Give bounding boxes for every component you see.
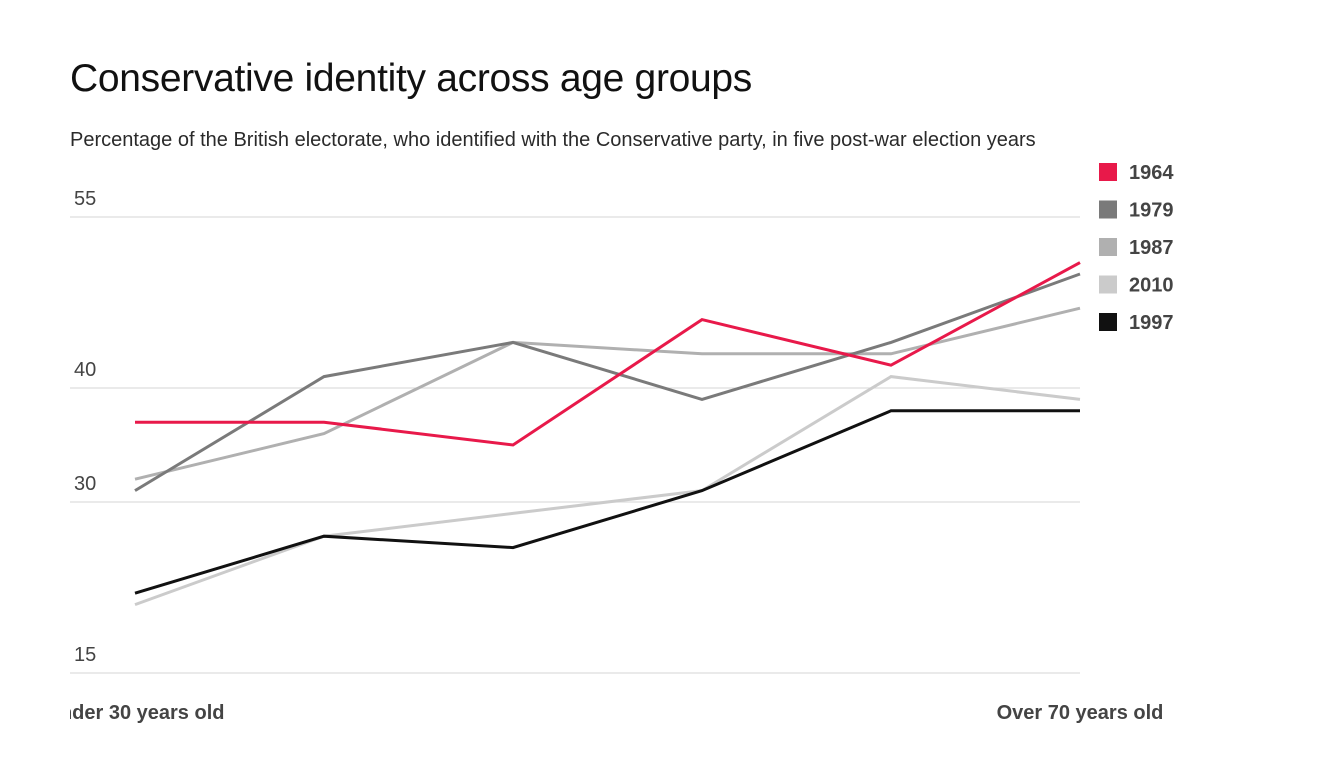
x-tick-label: Over 70 years old (997, 702, 1164, 724)
x-tick-label: Under 30 years old (46, 702, 225, 724)
legend-label: 1964 (1129, 162, 1174, 184)
legend-item-1979: 1979 (1099, 200, 1174, 222)
legend-item-1964: 1964 (1099, 162, 1174, 184)
series-line-2010 (134, 375, 1081, 607)
legend-label: 1997 (1129, 312, 1174, 334)
legend-label: 1979 (1129, 200, 1174, 222)
legend-item-1997: 1997 (1099, 312, 1174, 334)
legend-item-2010: 2010 (1099, 275, 1174, 297)
chart-subtitle: Percentage of the British electorate, wh… (70, 129, 1036, 151)
legend-label: 2010 (1129, 275, 1174, 297)
legend-label: 1987 (1129, 237, 1174, 259)
y-tick-label: 40 (74, 359, 96, 381)
y-tick-label: 15 (74, 644, 96, 666)
y-tick-label: 30 (74, 473, 96, 495)
chart-title: Conservative identity across age groups (70, 57, 752, 100)
x-axis-ticks: Under 30 years old Over 70 years old (46, 702, 1164, 724)
series-line-1987 (134, 306, 1081, 481)
series-lines (134, 261, 1081, 607)
grid-lines (70, 216, 1080, 674)
series-line-1997 (134, 409, 1080, 595)
series-line-1964 (135, 261, 1081, 447)
legend-swatch (1099, 313, 1117, 331)
series-line-1979 (134, 272, 1081, 492)
legend-swatch (1099, 163, 1117, 181)
y-axis-ticks: 15 30 40 55 (74, 188, 96, 666)
y-tick-label: 55 (74, 188, 96, 210)
legend: 1964 1979 1987 2010 1997 (1099, 162, 1174, 334)
legend-swatch (1099, 238, 1117, 256)
legend-swatch (1099, 275, 1117, 294)
legend-item-1987: 1987 (1099, 237, 1174, 259)
legend-swatch (1099, 200, 1117, 219)
